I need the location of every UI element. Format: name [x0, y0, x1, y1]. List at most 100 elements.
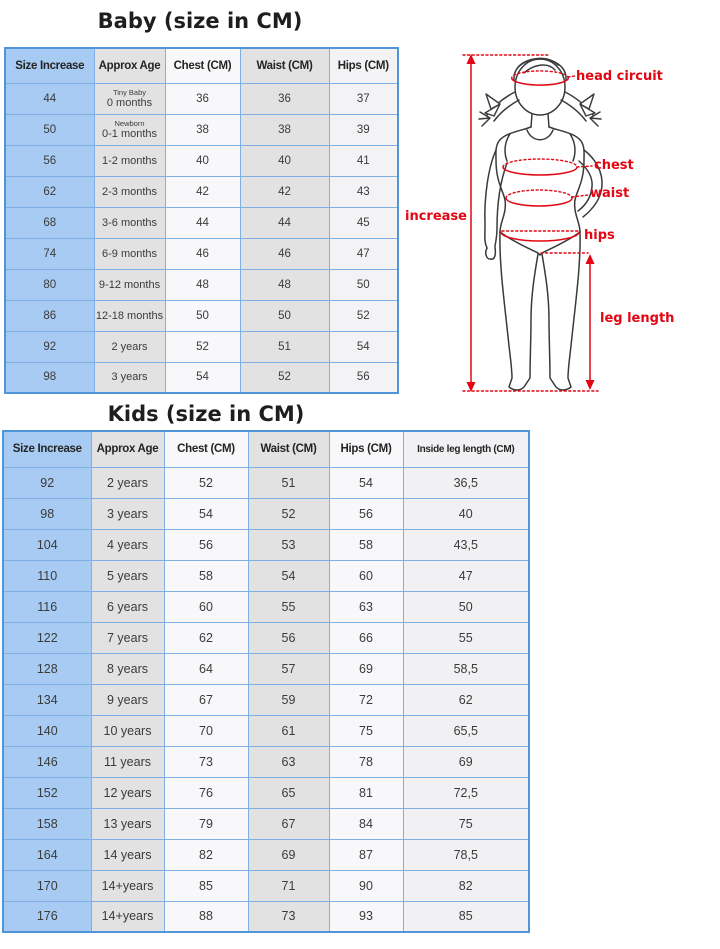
table-cell: 67	[247, 807, 330, 840]
table-cell: 3 years	[93, 361, 166, 394]
table-cell: 104	[2, 528, 92, 561]
table-cell: 6 years	[90, 590, 165, 623]
table-cell: 176	[2, 900, 92, 933]
figure-braid-right	[560, 91, 602, 127]
diagram-label-hips: hips	[584, 228, 615, 243]
table-cell: 75	[402, 807, 530, 840]
figure-neck	[530, 113, 550, 128]
table-cell: 146	[2, 745, 92, 778]
table-cell: 43	[328, 175, 399, 208]
table-cell: 85	[402, 900, 530, 933]
child-figure-drawing	[462, 54, 603, 392]
column-header: Inside leg length (CM)	[402, 430, 530, 468]
table-cell: 36,5	[402, 466, 530, 499]
table-cell: 78,5	[402, 838, 530, 871]
table-cell: 59	[247, 683, 330, 716]
table-row: 44 Tiny Baby 0 months 36 36 37	[4, 82, 399, 115]
table-cell: 72,5	[402, 776, 530, 809]
table-cell: 40	[239, 144, 330, 177]
table-cell: 74	[4, 237, 95, 270]
table-cell: 71	[247, 869, 330, 902]
table-row: 50 Newborn 0-1 months 38 38 39	[4, 113, 399, 146]
bow-right-icon	[579, 93, 596, 117]
figure-arm-right	[577, 149, 603, 218]
table-cell: 64	[163, 652, 249, 685]
table-cell: 52	[164, 330, 241, 363]
table-cell: 69	[328, 652, 404, 685]
table-cell: 170	[2, 869, 92, 902]
table-cell: 8 years	[90, 652, 165, 685]
diagram-label-increase: increase	[405, 209, 467, 224]
table-row: 56 1-2 months 40 40 41	[4, 144, 399, 177]
table-row: 122 7 years 62 56 66 55	[2, 621, 530, 654]
table-row: 116 6 years 60 55 63 50	[2, 590, 530, 623]
table-cell: 62	[402, 683, 530, 716]
table-cell: 43,5	[402, 528, 530, 561]
table-cell: 51	[239, 330, 330, 363]
table-cell: 50	[328, 268, 399, 301]
table-cell: 90	[328, 869, 404, 902]
column-header: Chest (CM)	[163, 430, 249, 468]
table-cell: 14+years	[90, 869, 165, 902]
table-cell: 1-2 months	[93, 144, 166, 177]
table-cell: 50	[402, 590, 530, 623]
table-cell: 60	[163, 590, 249, 623]
table-cell: 84	[328, 807, 404, 840]
table-cell: 12 years	[90, 776, 165, 809]
table-cell: 58	[163, 559, 249, 592]
column-header: Size Increase	[2, 430, 92, 468]
baby-size-table: Size Increase Approx Age Chest (CM) Waist (…	[4, 47, 399, 394]
table-cell: 56	[247, 621, 330, 654]
head-circumference-ellipse	[511, 70, 576, 86]
table-cell: 80	[4, 268, 95, 301]
table-cell: 14 years	[90, 838, 165, 871]
measurement-diagram: head circuit chest waist increase hips l…	[400, 40, 720, 400]
table-cell: 79	[163, 807, 249, 840]
table-cell: 37	[328, 82, 399, 115]
table-cell: 12-18 months	[93, 299, 166, 332]
table-cell: 61	[247, 714, 330, 747]
table-cell: 164	[2, 838, 92, 871]
table-cell: 7 years	[90, 621, 165, 654]
table-row: 164 14 years 82 69 87 78,5	[2, 838, 530, 871]
table-cell: 110	[2, 559, 92, 592]
table-cell: 81	[328, 776, 404, 809]
table-cell: 51	[247, 466, 330, 499]
table-row: 62 2-3 months 42 42 43	[4, 175, 399, 208]
kids-section-title: Kids (size in CM)	[107, 402, 305, 426]
table-cell: 56	[163, 528, 249, 561]
table-cell: 98	[4, 361, 95, 394]
figure-arm-left	[484, 149, 508, 260]
table-cell: 62	[4, 175, 95, 208]
table-cell: 82	[163, 838, 249, 871]
column-header: Approx Age	[90, 430, 165, 468]
table-cell: 140	[2, 714, 92, 747]
table-cell: 46	[239, 237, 330, 270]
table-cell: 41	[328, 144, 399, 177]
table-cell: 44	[239, 206, 330, 239]
bow-left-icon	[484, 93, 501, 117]
table-cell: 44	[4, 82, 95, 115]
table-cell: 60	[328, 559, 404, 592]
diagram-label-waist: waist	[590, 186, 630, 201]
table-row: 92 2 years 52 51 54 36,5	[2, 466, 530, 499]
table-cell: 67	[163, 683, 249, 716]
table-cell: 57	[247, 652, 330, 685]
column-header: Waist (CM)	[239, 47, 330, 84]
table-cell: 52	[239, 361, 330, 394]
table-cell: 92	[4, 330, 95, 363]
table-cell: 69	[247, 838, 330, 871]
waist-ellipse	[505, 189, 589, 207]
table-cell: 56	[4, 144, 95, 177]
table-cell: 78	[328, 745, 404, 778]
column-header: Chest (CM)	[164, 47, 241, 84]
table-cell: 54	[163, 497, 249, 530]
table-cell: 72	[328, 683, 404, 716]
table-cell: 46	[164, 237, 241, 270]
table-cell: 42	[164, 175, 241, 208]
table-row: 110 5 years 58 54 60 47	[2, 559, 530, 592]
girl-figure	[478, 57, 603, 391]
table-cell: 5 years	[90, 559, 165, 592]
baby-section-title: Baby (size in CM)	[97, 9, 303, 33]
table-cell: 10 years	[90, 714, 165, 747]
